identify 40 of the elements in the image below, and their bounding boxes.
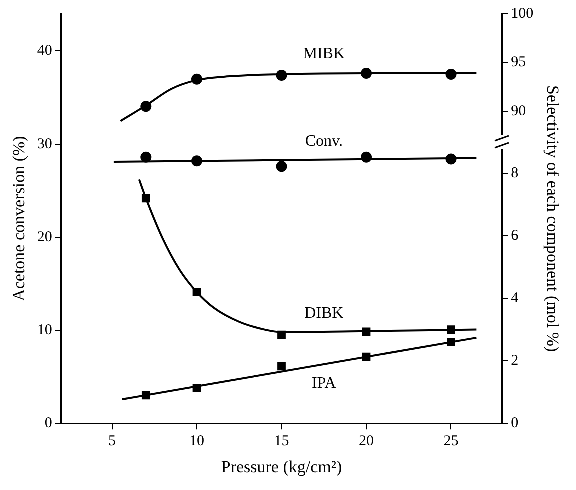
x-tick-label: 15	[274, 434, 290, 450]
point	[446, 68, 457, 80]
point	[362, 352, 371, 362]
y-tick-label: 0	[44, 416, 52, 432]
point	[276, 70, 288, 81]
point	[192, 384, 202, 392]
y-tick-label: 10	[37, 322, 52, 338]
y3-tick-label: 100	[511, 6, 534, 22]
point	[278, 362, 286, 371]
x-tick-label: 20	[359, 434, 374, 450]
y2-tick-label: 6	[511, 228, 520, 244]
y2-tick-label: 8	[511, 165, 519, 182]
y2-tick-label: 2	[511, 353, 519, 370]
y3-tick-label: 95	[511, 54, 526, 71]
point	[362, 328, 371, 336]
y-tick-label: 40	[37, 43, 52, 60]
series-label: IPA	[312, 374, 337, 392]
series-label: Conv.	[305, 133, 343, 150]
point	[278, 330, 286, 340]
series-label: MIBK	[303, 46, 346, 63]
x-tick-label: 10	[190, 434, 204, 450]
point	[447, 326, 456, 334]
point	[142, 391, 150, 400]
point	[361, 68, 372, 79]
point	[447, 338, 456, 346]
point	[142, 194, 150, 203]
x-tick-label: 5	[108, 434, 116, 450]
x-axis-title: Pressure (kg/cm²)	[221, 457, 342, 476]
point	[192, 74, 202, 85]
y-tick-label: 30	[37, 136, 52, 152]
y3-tick-label: 90	[511, 103, 526, 120]
point	[192, 288, 202, 296]
series-label: DIBK	[304, 304, 344, 322]
y2-tick-label: 4	[511, 290, 520, 306]
x-tick-label: 25	[444, 434, 459, 450]
y-tick-label: 20	[37, 229, 52, 246]
y2-axis-title: Selectivity of each component (mol %)	[543, 85, 562, 352]
y-axis-title: Acetone conversion (%)	[10, 136, 29, 302]
point	[140, 101, 152, 112]
y2-tick-label: 0	[511, 416, 519, 432]
